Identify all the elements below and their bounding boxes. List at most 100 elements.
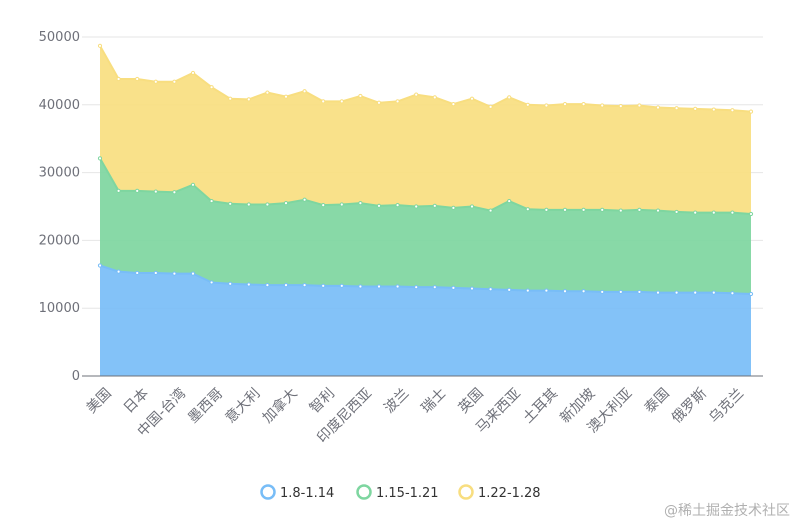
data-point bbox=[321, 99, 326, 104]
x-tick-label: 智利 bbox=[307, 385, 338, 416]
series-area-3 bbox=[100, 45, 751, 214]
x-tick-label: 瑞士 bbox=[418, 385, 449, 416]
data-point bbox=[748, 291, 754, 297]
data-point bbox=[153, 79, 158, 84]
legend-marker bbox=[260, 484, 276, 500]
data-point bbox=[376, 100, 382, 105]
data-point bbox=[116, 188, 121, 194]
data-point bbox=[600, 103, 605, 108]
data-point bbox=[581, 289, 586, 294]
x-tick-label: 乌克兰 bbox=[706, 385, 747, 426]
data-point bbox=[190, 70, 196, 76]
data-point bbox=[395, 203, 400, 208]
data-point bbox=[135, 270, 140, 276]
data-point bbox=[358, 284, 363, 289]
series-areas bbox=[97, 43, 754, 376]
data-point bbox=[637, 207, 642, 212]
data-point bbox=[414, 92, 419, 97]
legend-item-3[interactable]: 1.22-1.28 bbox=[458, 484, 541, 502]
data-point bbox=[265, 202, 270, 207]
data-point bbox=[172, 271, 177, 276]
data-point bbox=[618, 289, 623, 295]
data-point bbox=[246, 282, 251, 287]
data-point bbox=[97, 156, 103, 161]
data-point bbox=[693, 210, 698, 215]
data-point bbox=[116, 269, 121, 274]
data-point bbox=[600, 289, 605, 295]
data-point bbox=[228, 281, 233, 286]
legend-item-2[interactable]: 1.15-1.21 bbox=[356, 484, 439, 502]
x-tick-label: 日本 bbox=[121, 385, 152, 416]
data-point bbox=[711, 290, 716, 295]
x-tick-label: 波兰 bbox=[381, 385, 412, 416]
data-point bbox=[339, 99, 344, 104]
data-point bbox=[432, 285, 437, 290]
data-point bbox=[302, 283, 307, 288]
data-point bbox=[507, 287, 512, 292]
data-point bbox=[283, 283, 289, 288]
data-point bbox=[693, 290, 698, 295]
data-point bbox=[618, 104, 623, 109]
x-tick-label: 俄罗斯 bbox=[669, 385, 710, 426]
data-point bbox=[321, 203, 326, 208]
data-point bbox=[711, 210, 716, 215]
data-point bbox=[655, 105, 661, 110]
legend-marker bbox=[356, 484, 372, 500]
data-point bbox=[153, 270, 158, 276]
data-point bbox=[469, 286, 475, 291]
y-tick-label: 50000 bbox=[39, 30, 80, 45]
data-point bbox=[507, 198, 512, 204]
data-point bbox=[190, 271, 196, 276]
data-point bbox=[302, 89, 307, 94]
data-point bbox=[544, 207, 549, 212]
data-point bbox=[376, 284, 382, 289]
data-point bbox=[488, 208, 493, 213]
data-point bbox=[525, 102, 530, 107]
series-line-3 bbox=[99, 45, 752, 113]
series-area-1 bbox=[100, 265, 751, 376]
data-point bbox=[674, 209, 679, 215]
data-point bbox=[562, 207, 568, 212]
data-point bbox=[265, 283, 270, 288]
y-tick-label: 30000 bbox=[39, 166, 80, 181]
data-point bbox=[358, 93, 363, 99]
data-point bbox=[730, 108, 735, 113]
data-point bbox=[469, 204, 475, 209]
data-point bbox=[544, 288, 549, 293]
data-point bbox=[283, 94, 289, 99]
data-point bbox=[655, 208, 661, 213]
data-point bbox=[246, 202, 251, 207]
data-point bbox=[376, 203, 382, 208]
legend[interactable]: 1.8-1.14 1.15-1.21 1.22-1.28 bbox=[260, 484, 541, 502]
data-point bbox=[339, 202, 344, 207]
x-tick-label: 土耳其 bbox=[520, 385, 561, 426]
data-point bbox=[358, 201, 363, 206]
data-point bbox=[172, 190, 177, 195]
data-point bbox=[135, 76, 140, 82]
data-point bbox=[730, 210, 735, 215]
legend-item-1[interactable]: 1.8-1.14 bbox=[260, 484, 335, 502]
data-point bbox=[432, 95, 437, 100]
data-point bbox=[488, 287, 493, 292]
data-point bbox=[693, 106, 698, 111]
data-point bbox=[228, 201, 233, 206]
data-point bbox=[544, 103, 549, 108]
data-point bbox=[414, 285, 419, 290]
data-point bbox=[265, 90, 270, 95]
y-tick-label: 40000 bbox=[39, 98, 80, 113]
data-point bbox=[748, 211, 754, 217]
data-point bbox=[507, 95, 512, 100]
x-tick-label: 加拿大 bbox=[259, 385, 301, 427]
data-point bbox=[395, 284, 400, 289]
data-point bbox=[135, 188, 140, 194]
data-point bbox=[339, 283, 344, 288]
data-point bbox=[562, 289, 568, 294]
data-point bbox=[432, 203, 437, 208]
x-tick-label: 美国 bbox=[84, 385, 115, 416]
data-point bbox=[97, 263, 103, 268]
legend-marker bbox=[458, 484, 474, 500]
data-point bbox=[414, 204, 419, 209]
x-tick-label: 泰国 bbox=[642, 385, 673, 416]
legend-label: 1.22-1.28 bbox=[478, 486, 541, 501]
